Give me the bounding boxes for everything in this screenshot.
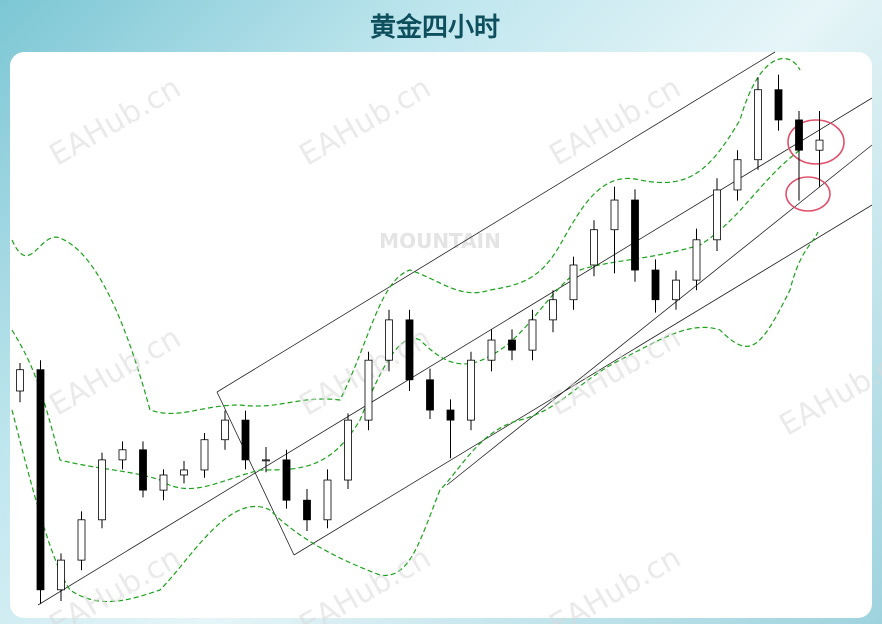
candle-body: [610, 199, 619, 231]
candle-body: [549, 299, 557, 321]
candle-body: [159, 474, 168, 491]
candle-body: [344, 419, 352, 481]
candle-body: [16, 369, 24, 392]
candle-body: [180, 469, 188, 476]
candle-body: [77, 519, 86, 561]
candle-body: [241, 419, 250, 461]
candle-body: [692, 239, 701, 281]
candle-body: [364, 359, 373, 421]
candle-body: [57, 559, 65, 591]
bollinger-bands: [11, 57, 819, 603]
candle-body: [282, 459, 291, 501]
logo-watermark: MOUNTAIN: [379, 229, 501, 253]
candle-body: [385, 319, 393, 361]
candle-body: [426, 379, 434, 411]
candle-body: [467, 359, 475, 421]
candle-body: [569, 264, 578, 301]
candle-body: [713, 189, 721, 241]
candle-body: [323, 479, 332, 521]
candle-body: [446, 409, 455, 421]
candle-body: [98, 459, 106, 521]
candle-body: [528, 319, 537, 351]
candle-body: [795, 119, 803, 151]
chart-panel: [10, 52, 872, 618]
candle-body: [303, 499, 311, 521]
candle-body: [118, 449, 127, 461]
channel-lines: [37, 51, 873, 606]
candle-body: [651, 269, 660, 301]
candle-body: [487, 339, 496, 361]
highlight-circles: [785, 119, 845, 212]
candle-body: [139, 449, 147, 491]
candle-body: [733, 159, 742, 191]
candle-body: [200, 439, 209, 471]
candle-body: [221, 419, 229, 441]
candle-body: [754, 89, 762, 161]
chart-title: 黄金四小时: [370, 12, 500, 43]
candle-body: [774, 89, 783, 121]
candle-body: [508, 339, 516, 351]
candle-body: [631, 199, 639, 271]
candle-body: [672, 279, 680, 301]
candle-body: [262, 459, 270, 462]
candle-body: [405, 319, 414, 381]
candle-body: [590, 229, 598, 266]
candle-body: [36, 369, 45, 591]
candle-body: [815, 139, 824, 151]
